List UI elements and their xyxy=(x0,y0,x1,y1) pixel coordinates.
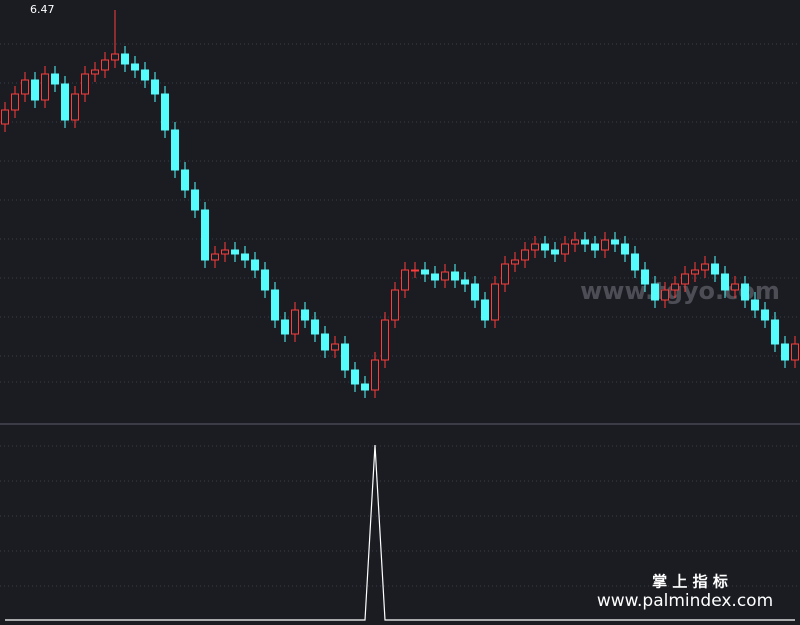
candle-body xyxy=(151,79,159,95)
candle-body xyxy=(81,73,89,95)
candle-body xyxy=(451,271,459,281)
candle-body xyxy=(211,253,219,261)
candle-body xyxy=(671,283,679,291)
candle-body xyxy=(691,269,699,275)
candle-body xyxy=(171,129,179,171)
candle-body xyxy=(551,249,559,255)
candle-body xyxy=(281,319,289,335)
candle-body xyxy=(221,249,229,255)
candle-body xyxy=(561,243,569,255)
candle-body xyxy=(311,319,319,335)
candle-body xyxy=(571,239,579,245)
candle-body xyxy=(201,209,209,261)
candle-body xyxy=(541,243,549,251)
candle-body xyxy=(521,249,529,261)
candle-body xyxy=(291,309,299,335)
candle-body xyxy=(331,343,339,351)
candle-body xyxy=(71,93,79,121)
candle-body xyxy=(591,243,599,251)
candle-body xyxy=(271,289,279,321)
candle-body xyxy=(321,333,329,351)
candle-body xyxy=(391,289,399,321)
candle-body xyxy=(261,269,269,291)
candle-body xyxy=(681,273,689,285)
high-label: 6.47 xyxy=(30,3,55,16)
candle-body xyxy=(741,283,749,301)
watermark-site: www.tgyo.com xyxy=(580,277,780,305)
candle-body xyxy=(791,343,799,361)
candle-body xyxy=(641,269,649,285)
candle-body xyxy=(611,239,619,245)
candle-body xyxy=(701,263,709,271)
candle-body xyxy=(781,343,789,361)
grid xyxy=(0,43,800,587)
candle-body xyxy=(181,169,189,191)
candle-body xyxy=(661,289,669,301)
candle-body xyxy=(631,253,639,271)
candle-body xyxy=(131,63,139,71)
candle-body xyxy=(111,53,119,61)
candle-body xyxy=(421,269,429,275)
candle-body xyxy=(651,283,659,301)
candle-body xyxy=(41,73,49,101)
candle-body xyxy=(771,319,779,345)
candle-body xyxy=(411,269,419,272)
candle-body xyxy=(721,273,729,291)
candle-body xyxy=(21,79,29,95)
candle-body xyxy=(621,243,629,255)
candle-body xyxy=(731,283,739,291)
candle-body xyxy=(341,343,349,371)
candle-body xyxy=(511,259,519,265)
candle-body xyxy=(161,93,169,131)
candle-body xyxy=(531,243,539,251)
candle-body xyxy=(31,79,39,101)
candle-body xyxy=(351,369,359,385)
candle-body xyxy=(101,59,109,71)
candle-body xyxy=(51,73,59,85)
candle-body xyxy=(441,271,449,281)
candle-body xyxy=(751,299,759,311)
watermark-brand: 掌 上 指 标 xyxy=(652,573,728,591)
candle-body xyxy=(191,189,199,211)
candle-body xyxy=(141,69,149,81)
indicator-line xyxy=(5,444,795,621)
candle-body xyxy=(481,299,489,321)
candle-body xyxy=(371,359,379,391)
candle-body xyxy=(11,93,19,111)
candle-body xyxy=(381,319,389,361)
candle-body xyxy=(61,83,69,121)
candle-body xyxy=(301,309,309,321)
candle-body xyxy=(1,109,9,125)
candle-body xyxy=(471,283,479,301)
candle-body xyxy=(431,273,439,281)
candle-body xyxy=(491,283,499,321)
candle-body xyxy=(461,279,469,285)
candle-body xyxy=(361,383,369,391)
candle-body xyxy=(601,239,609,251)
candle-body xyxy=(581,239,589,245)
candle-body xyxy=(91,69,99,75)
candle-body xyxy=(241,253,249,261)
watermark-url: www.palmindex.com xyxy=(597,591,773,611)
candle-body xyxy=(121,53,129,65)
candle-body xyxy=(231,249,239,255)
candle-body xyxy=(761,309,769,321)
candle-body xyxy=(401,269,409,291)
candle-body xyxy=(501,263,509,285)
candle-body xyxy=(251,259,259,271)
candle-body xyxy=(711,263,719,275)
